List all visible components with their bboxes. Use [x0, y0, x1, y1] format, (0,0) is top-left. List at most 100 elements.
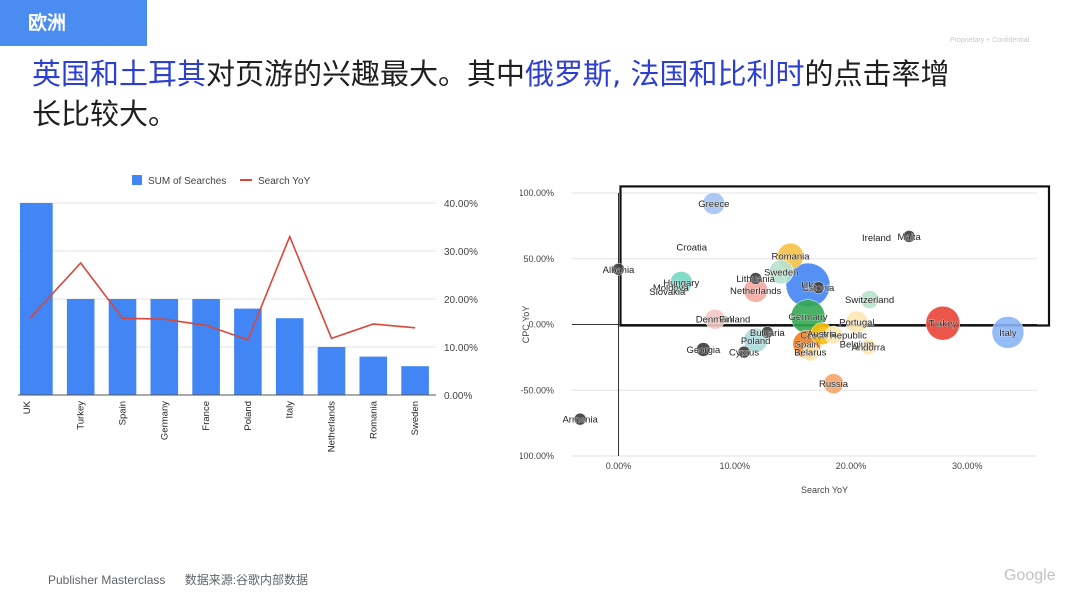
bubble-label-czech-republic: Czech Republic — [800, 331, 867, 342]
bubble-lithuania — [749, 272, 762, 285]
confidential-label: Proprietary + Confidential — [950, 37, 1030, 44]
scatter-x-tick-label: 30.00% — [952, 461, 983, 471]
headline-highlight-1: 英国和土耳其 — [32, 57, 207, 91]
bubble-label-slovakia: Slovakia — [649, 287, 686, 298]
bubble-scatter-chart: Greece Croatia Ireland Malta Albania Romania S… — [520, 185, 1051, 495]
bubble-label-austria: Austria — [807, 329, 837, 340]
bubble-label-switzerland: Switzerland — [845, 295, 894, 306]
bar-line-chart: 40.00% 30.00% 20.00% 10.00% 0.00% UK Turkey Spa… — [18, 175, 478, 452]
bar-y2-tick-label: 0.00% — [444, 391, 472, 402]
bubble-label-uk: UK — [801, 281, 815, 292]
bubble-albania — [612, 263, 625, 276]
bubble-estonia — [812, 281, 825, 294]
bubble-czech-republic — [824, 325, 843, 345]
scatter-y-tick-label: 50.00% — [523, 254, 554, 264]
bar-germany — [150, 299, 179, 395]
bar-sweden — [401, 366, 429, 395]
bar-x-tick-label: Turkey — [76, 401, 87, 430]
headline: 英国和土耳其对页游的兴趣最大。其中俄罗斯, 法国和比利时的点击率增 长比较大。 — [32, 54, 1042, 134]
bubble-label-ireland: Ireland — [862, 233, 891, 244]
bubble-label-lithuania: Lithuania — [736, 274, 775, 285]
bubble-label-romania: Romania — [772, 252, 811, 263]
headline-highlight-2: 俄罗斯, 法国和比利时 — [525, 57, 805, 91]
scatter-y-axis-label: CPC YoY — [521, 306, 531, 344]
bubble-georgia — [696, 342, 711, 357]
bubble-label-cyprus: Cyprus — [729, 348, 759, 359]
bubble-label-belgium: Belgium — [840, 340, 874, 351]
bubble-label-albania: Albania — [603, 265, 635, 276]
scatter-axes: 100.00% 50.00% 0.00% -50.00% -100.00% 0.00% 10… — [520, 188, 983, 495]
headline-text-2: 的点击率增 — [804, 57, 950, 91]
scatter-y-tick-label: 100.00% — [520, 188, 554, 198]
bubble-greece — [702, 192, 726, 215]
footer-source-name: Publisher Masterclass — [48, 573, 166, 587]
bubble-turkey — [925, 305, 961, 341]
bubble-label-malta: Malta — [898, 232, 922, 243]
bubble-belarus — [801, 342, 820, 362]
scatter-x-tick-label: 0.00% — [606, 461, 632, 471]
bubble-armenia — [573, 412, 587, 426]
bubble-label-poland: Poland — [741, 336, 771, 347]
bubble-malta — [902, 230, 916, 243]
scatter-points: Greece Croatia Ireland Malta Albania Romania S… — [562, 192, 1025, 426]
bar-x-tick-label: UK — [22, 400, 33, 414]
bubble-label-finland: Finland — [719, 315, 750, 326]
bar-x-tick-label: Poland — [243, 401, 254, 431]
bubble-cyprus — [737, 345, 751, 359]
section-tag: 欧洲 — [0, 0, 147, 46]
bubble-bulgaria — [761, 326, 774, 339]
scatter-x-tick-label: 20.00% — [836, 461, 867, 471]
scatter-highlight-box — [619, 185, 1051, 327]
bubble-label-russia: Russia — [819, 379, 849, 390]
bar-y2-tick-label: 10.00% — [444, 343, 478, 354]
bubble-label-germany: Germany — [788, 312, 827, 323]
bar-chart-legend: SUM of Searches Search YoY — [132, 175, 311, 187]
bar-x-tick-label: France — [201, 401, 212, 431]
bubble-label-spain: Spain — [795, 340, 819, 351]
bubble-label-turkey: Turkey — [928, 319, 957, 330]
bubble-andorra — [860, 338, 877, 356]
bar-france — [192, 299, 220, 395]
bubble-label-netherlands: Netherlands — [730, 286, 781, 297]
bubble-russia — [823, 373, 844, 394]
bubble-label-belarus: Belarus — [794, 348, 826, 359]
bubble-denmark — [704, 308, 726, 330]
bar-x-tick-label: Netherlands — [327, 401, 338, 452]
bubble-label-andorra: Andorra — [852, 342, 887, 353]
scatter-x-tick-label: 10.00% — [719, 461, 750, 471]
bubble-italy — [991, 316, 1025, 349]
bar-x-tick-label: Spain — [118, 401, 129, 425]
bar-netherlands — [317, 347, 346, 395]
bubble-label-armenia: Armenia — [562, 415, 598, 426]
bar-x-tick-label: Sweden — [410, 401, 421, 435]
footer: Publisher Masterclass 数据来源:谷歌内部数据 — [48, 571, 324, 588]
bar-y2-tick-label: 30.00% — [444, 247, 478, 258]
bubble-sweden — [769, 259, 794, 285]
bar-chart-bars — [20, 203, 429, 395]
bar-romania — [359, 356, 388, 395]
footer-source-note: 数据来源:谷歌内部数据 — [184, 573, 309, 587]
bubble-label-moldova: Moldova — [653, 283, 690, 294]
headline-text-1: 对页游的兴趣最大。其中 — [206, 57, 526, 91]
bar-spain — [108, 299, 137, 395]
legend-swatch-searches — [132, 175, 142, 185]
bar-italy — [275, 318, 304, 395]
bubble-label-italy: Italy — [999, 328, 1017, 339]
bar-x-tick-label: Romania — [368, 400, 379, 439]
search-yoy-line — [29, 234, 416, 341]
bar-turkey — [66, 299, 95, 395]
scatter-y-tick-label: -100.00% — [520, 451, 554, 461]
highlight-rectangle — [619, 185, 1051, 327]
bubble-label-hungary: Hungary — [663, 278, 699, 289]
headline-text-3: 长比较大。 — [32, 97, 178, 131]
google-logo: Google — [1004, 567, 1056, 584]
bubble-portugal — [845, 310, 869, 334]
bar-x-tick-label: Italy — [285, 401, 296, 419]
bar-y2-tick-label: 40.00% — [444, 199, 478, 210]
bar-poland — [234, 308, 262, 395]
bar-chart-line — [29, 234, 416, 341]
legend-label-yoy: Search YoY — [258, 176, 311, 187]
scatter-y-tick-label: -50.00% — [520, 385, 554, 395]
scatter-x-axis-label: Search YoY — [801, 485, 848, 495]
bar-chart-axes: 40.00% 30.00% 20.00% 10.00% 0.00% UK Turkey Spa… — [18, 199, 478, 452]
